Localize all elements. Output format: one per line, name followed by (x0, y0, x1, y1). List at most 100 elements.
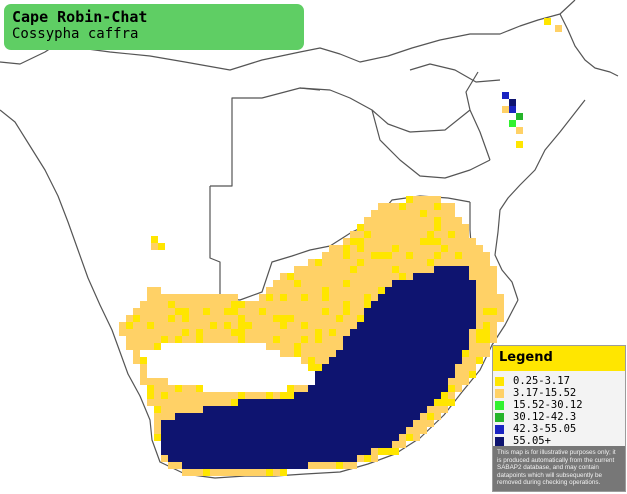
grid-cell (245, 322, 252, 329)
grid-cell (217, 434, 224, 441)
grid-cell (238, 315, 245, 322)
grid-cell (406, 350, 413, 357)
grid-cell (455, 280, 462, 287)
grid-cell (266, 462, 273, 469)
grid-cell (329, 259, 336, 266)
grid-cell (245, 434, 252, 441)
grid-cell (469, 315, 476, 322)
grid-cell (441, 294, 448, 301)
grid-cell (175, 406, 182, 413)
grid-cell (406, 392, 413, 399)
grid-cell (476, 259, 483, 266)
grid-cell (469, 350, 476, 357)
grid-cell (385, 238, 392, 245)
grid-cell (434, 406, 441, 413)
grid-cell (329, 287, 336, 294)
grid-cell (301, 273, 308, 280)
grid-cell (343, 420, 350, 427)
grid-cell (231, 392, 238, 399)
grid-cell (308, 315, 315, 322)
grid-cell (210, 441, 217, 448)
grid-cell (273, 434, 280, 441)
grid-cell (203, 392, 210, 399)
grid-cell (133, 357, 140, 364)
grid-cell (343, 357, 350, 364)
grid-cell (126, 315, 133, 322)
grid-cell (364, 280, 371, 287)
grid-cell (280, 469, 287, 476)
grid-cell (252, 322, 259, 329)
grid-cell (399, 427, 406, 434)
grid-cell (231, 406, 238, 413)
grid-cell (399, 357, 406, 364)
grid-cell (371, 427, 378, 434)
grid-cell (462, 350, 469, 357)
grid-cell (336, 301, 343, 308)
grid-cell (427, 350, 434, 357)
grid-cell (294, 280, 301, 287)
legend-item: 55.05+ (495, 435, 623, 448)
grid-cell (378, 210, 385, 217)
grid-cell (357, 427, 364, 434)
grid-cell (140, 357, 147, 364)
grid-cell (448, 308, 455, 315)
grid-cell (413, 280, 420, 287)
grid-cell (147, 287, 154, 294)
grid-cell (469, 287, 476, 294)
grid-cell (280, 399, 287, 406)
grid-cell (224, 469, 231, 476)
grid-cell (231, 413, 238, 420)
grid-cell (196, 448, 203, 455)
grid-cell (343, 434, 350, 441)
grid-cell (294, 441, 301, 448)
grid-cell (273, 294, 280, 301)
grid-cell (427, 203, 434, 210)
grid-cell (217, 329, 224, 336)
grid-cell (385, 413, 392, 420)
grid-cell (378, 399, 385, 406)
grid-cell (210, 329, 217, 336)
grid-cell (364, 266, 371, 273)
grid-cell (252, 392, 259, 399)
grid-cell (280, 441, 287, 448)
grid-cell (294, 427, 301, 434)
grid-cell (231, 336, 238, 343)
grid-cell (343, 462, 350, 469)
grid-cell (280, 329, 287, 336)
grid-cell (210, 399, 217, 406)
grid-cell (378, 252, 385, 259)
grid-cell (350, 252, 357, 259)
grid-cell (315, 448, 322, 455)
grid-cell (273, 462, 280, 469)
grid-cell (336, 357, 343, 364)
grid-cell (294, 420, 301, 427)
grid-cell (308, 427, 315, 434)
grid-cell (385, 371, 392, 378)
grid-cell (350, 315, 357, 322)
grid-cell (343, 245, 350, 252)
grid-cell (364, 441, 371, 448)
grid-cell (133, 350, 140, 357)
legend-label: 42.3-55.05 (513, 423, 577, 435)
grid-cell (224, 329, 231, 336)
grid-cell (441, 392, 448, 399)
grid-cell (483, 266, 490, 273)
grid-cell (252, 301, 259, 308)
grid-cell (462, 231, 469, 238)
grid-cell (427, 266, 434, 273)
grid-cell (280, 420, 287, 427)
grid-cell (259, 448, 266, 455)
grid-cell (441, 245, 448, 252)
grid-cell (448, 399, 455, 406)
grid-cell (161, 294, 168, 301)
grid-cell (385, 301, 392, 308)
grid-cell (203, 315, 210, 322)
grid-cell (336, 420, 343, 427)
grid-cell (196, 469, 203, 476)
grid-cell (406, 315, 413, 322)
grid-cell (497, 294, 504, 301)
grid-cell (336, 399, 343, 406)
grid-cell (455, 378, 462, 385)
grid-cell (406, 399, 413, 406)
grid-cell (259, 294, 266, 301)
